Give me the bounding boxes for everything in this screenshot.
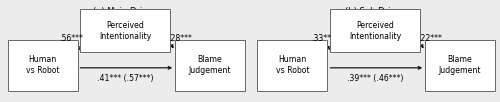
Text: Human
vs Robot: Human vs Robot <box>276 55 309 75</box>
Text: .41*** (.57***): .41*** (.57***) <box>97 74 153 83</box>
Text: .33**: .33** <box>311 34 331 43</box>
Text: .39*** (.46***): .39*** (.46***) <box>347 74 403 83</box>
Text: (b) Sub Driver: (b) Sub Driver <box>346 7 405 16</box>
Text: Human
vs Robot: Human vs Robot <box>26 55 60 75</box>
Text: .56***: .56*** <box>60 34 83 43</box>
FancyBboxPatch shape <box>330 9 420 52</box>
Text: Blame
Judgement: Blame Judgement <box>439 55 481 75</box>
Text: Perceived
Intentionality: Perceived Intentionality <box>99 21 151 41</box>
Text: .28***: .28*** <box>168 34 192 43</box>
Text: Blame
Judgement: Blame Judgement <box>189 55 231 75</box>
Text: (a) Main Driver: (a) Main Driver <box>94 7 156 16</box>
FancyBboxPatch shape <box>80 9 170 52</box>
FancyBboxPatch shape <box>425 40 495 91</box>
FancyBboxPatch shape <box>8 40 78 91</box>
Text: Perceived
Intentionality: Perceived Intentionality <box>349 21 401 41</box>
Text: .22***: .22*** <box>418 34 442 43</box>
FancyBboxPatch shape <box>175 40 245 91</box>
FancyBboxPatch shape <box>258 40 328 91</box>
